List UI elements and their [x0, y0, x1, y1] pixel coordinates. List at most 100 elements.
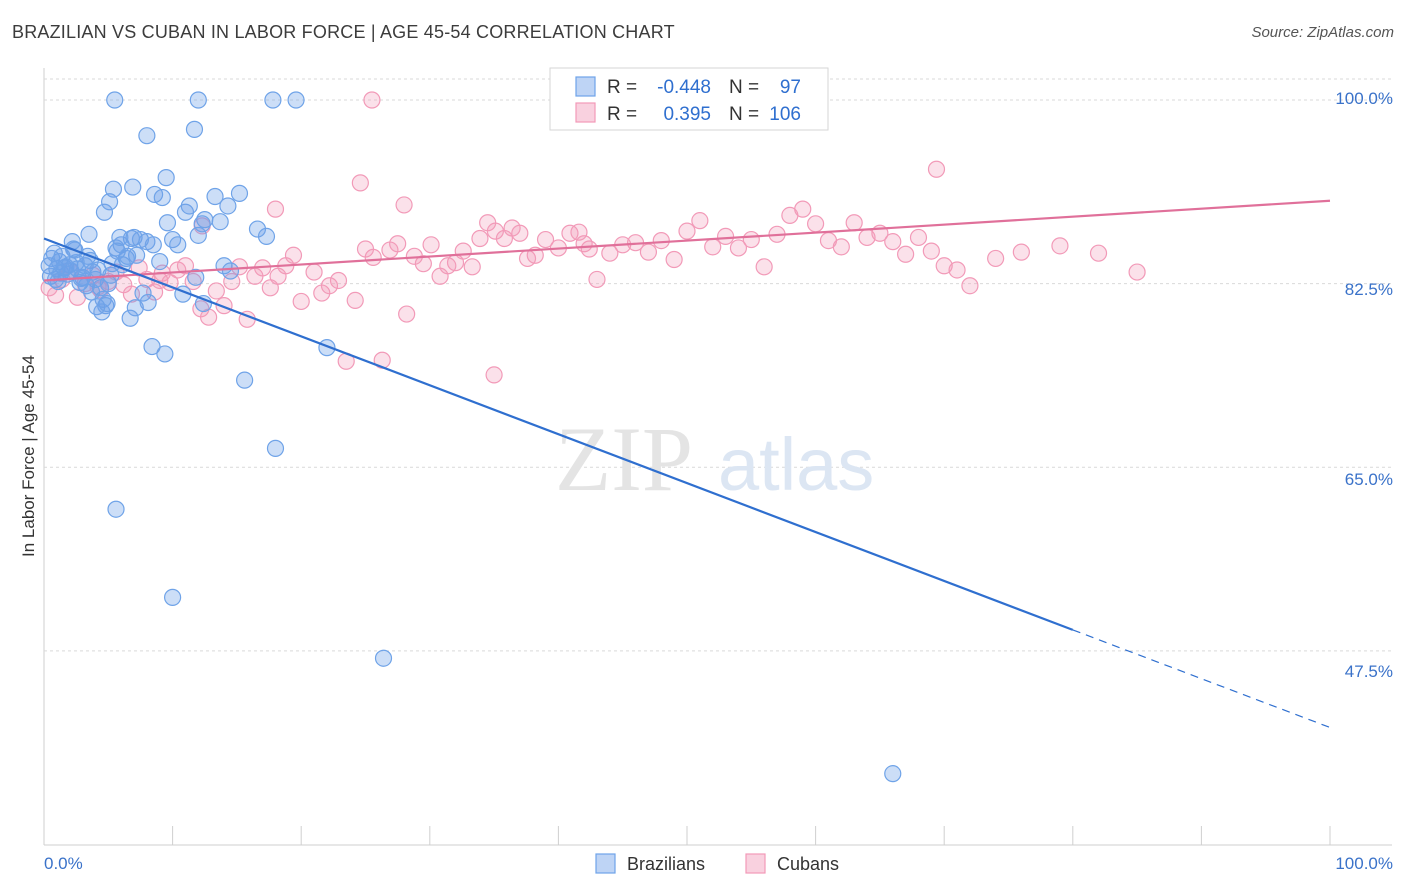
- cuban-point-22: [207, 282, 225, 300]
- cuban-point-73: [652, 231, 670, 250]
- legend-box: [549, 67, 829, 131]
- cuban-point-88: [845, 214, 863, 232]
- brazilian-point-39: [88, 298, 106, 316]
- cuban-point-67: [580, 240, 598, 258]
- cuban-point-87: [832, 238, 850, 256]
- brazilian-point-78: [211, 213, 229, 231]
- brazilian-point-97: [287, 91, 305, 109]
- brazilian-point-53: [80, 225, 98, 243]
- cuban-point-39: [346, 291, 364, 310]
- brazilian-point-67: [180, 197, 198, 215]
- brazilian-point-47: [131, 230, 150, 249]
- legend-n-value-brazilians: 97: [780, 77, 801, 98]
- series-legend: Brazilians Cubans: [595, 853, 839, 874]
- cuban-point-45: [398, 305, 416, 323]
- cuban-point-84: [794, 200, 812, 218]
- brazilian-point-74: [257, 227, 276, 245]
- cuban-point-99: [1012, 243, 1030, 261]
- brazilian-point-59: [134, 284, 152, 302]
- brazilian-point-40: [93, 303, 111, 321]
- y-tick-label-65: 65.0%: [1345, 470, 1393, 489]
- legend-n-label-brazilians: N =: [729, 77, 759, 98]
- cuban-point-52: [454, 242, 472, 260]
- bottom-legend-swatch-brazilians[interactable]: [595, 853, 616, 874]
- chart-title: BRAZILIAN VS CUBAN IN LABOR FORCE | AGE …: [12, 22, 675, 42]
- brazilian-point-96: [264, 91, 282, 109]
- brazilian-point-82: [187, 268, 205, 286]
- cuban-point-53: [463, 258, 481, 276]
- cuban-point-74: [665, 250, 683, 269]
- brazilian-point-62: [153, 188, 171, 207]
- brazilian-point-85: [143, 337, 161, 356]
- brazilian-point-56: [111, 228, 129, 247]
- bottom-legend-swatch-cubans[interactable]: [745, 853, 766, 874]
- legend-r-value-brazilians: -0.448: [657, 77, 711, 98]
- cuban-point-109: [266, 200, 285, 218]
- cuban-point-47: [414, 255, 432, 273]
- brazilian-point-98: [138, 127, 156, 145]
- brazilian-point-54: [95, 203, 114, 221]
- brazilian-point-90: [164, 588, 182, 606]
- brazilian-point-71: [219, 197, 237, 215]
- cuban-point-98: [987, 249, 1005, 268]
- cuban-point-17: [169, 261, 187, 279]
- cuban-point-77: [704, 238, 722, 256]
- cuban-point-106: [363, 91, 381, 109]
- cuban-point-44: [389, 235, 407, 253]
- bottom-legend-label-cubans[interactable]: Cubans: [777, 854, 839, 874]
- bottom-legend-label-brazilians[interactable]: Brazilians: [627, 854, 705, 874]
- gridlines: [44, 78, 1392, 652]
- correlation-legend: R = -0.448 N = 97 R = 0.395 N = 106: [549, 67, 829, 131]
- y-tick-label-82-5: 82.5%: [1345, 280, 1393, 299]
- brazilian-point-76: [124, 178, 142, 196]
- legend-r-label-cubans: R =: [607, 104, 637, 125]
- cuban-trend-line: [43, 199, 1331, 282]
- cuban-point-78: [716, 227, 735, 245]
- y-axis-title: In Labor Force | Age 45-54: [19, 355, 38, 557]
- brazilian-point-60: [139, 293, 157, 312]
- cuban-point-101: [1089, 244, 1108, 262]
- cuban-point-81: [755, 258, 773, 276]
- brazilian-point-51: [49, 272, 67, 291]
- cuban-point-75: [678, 222, 696, 240]
- cuban-point-97: [961, 277, 979, 295]
- brazilian-point-88: [266, 439, 285, 457]
- brazilian-point-45: [118, 247, 137, 265]
- brazilian-point-79: [193, 215, 211, 233]
- brazilian-point-46: [125, 228, 143, 247]
- cuban-point-68: [588, 270, 606, 289]
- cuban-point-80: [742, 230, 760, 249]
- brazilian-point-75: [157, 169, 175, 187]
- legend-swatch-brazilians: [575, 76, 596, 97]
- legend-r-value-cubans: 0.395: [663, 104, 711, 125]
- brazilian-point-89: [107, 500, 125, 518]
- brazilian-point-94: [106, 91, 124, 109]
- cuban-point-34: [305, 263, 323, 281]
- cuban-point-36: [320, 277, 339, 295]
- brazilian-point-41: [98, 294, 116, 313]
- cuban-point-37: [329, 271, 348, 290]
- cuban-point-95: [935, 257, 953, 275]
- brazilian-trend-line-extension: [1072, 629, 1331, 729]
- cuban-point-92: [897, 245, 915, 263]
- brazilian-trend-line: [43, 237, 1074, 631]
- cuban-points: [40, 91, 1146, 384]
- x-ticks: [172, 826, 1331, 845]
- brazilian-point-64: [164, 230, 182, 249]
- brazilian-point-81: [221, 262, 240, 280]
- legend-n-value-cubans: 106: [769, 104, 801, 125]
- cuban-point-91: [884, 233, 902, 251]
- cuban-point-105: [927, 160, 946, 178]
- cuban-point-41: [364, 248, 382, 266]
- cuban-point-102: [1128, 263, 1146, 281]
- cuban-point-93: [909, 228, 928, 247]
- brazilian-point-63: [158, 214, 177, 232]
- cuban-point-107: [395, 196, 413, 214]
- brazilian-point-87: [236, 371, 254, 389]
- brazilian-points: [40, 91, 902, 783]
- cuban-point-48: [422, 236, 440, 254]
- cuban-point-59: [511, 224, 529, 242]
- cuban-point-33: [292, 292, 310, 311]
- brazilian-point-93: [884, 765, 902, 783]
- cuban-point-32: [284, 246, 303, 264]
